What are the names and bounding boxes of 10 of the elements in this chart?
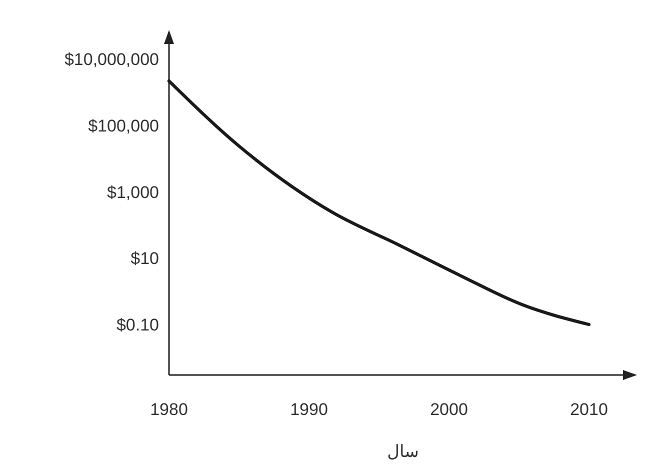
x-tick-label: 2010	[570, 400, 608, 419]
x-tick-label: 1980	[150, 400, 188, 419]
y-tick-label: $10,000,000	[64, 50, 159, 70]
y-tick-label: $1,000	[107, 182, 159, 202]
x-axis-title: سال	[387, 442, 419, 461]
y-tick-label: $10	[130, 249, 159, 268]
y-tick-label: $100,000	[88, 116, 159, 136]
x-tick-label: 1990	[290, 400, 328, 419]
x-tick-label: 2000	[430, 400, 468, 419]
y-tick-label: $0.10	[116, 315, 159, 334]
